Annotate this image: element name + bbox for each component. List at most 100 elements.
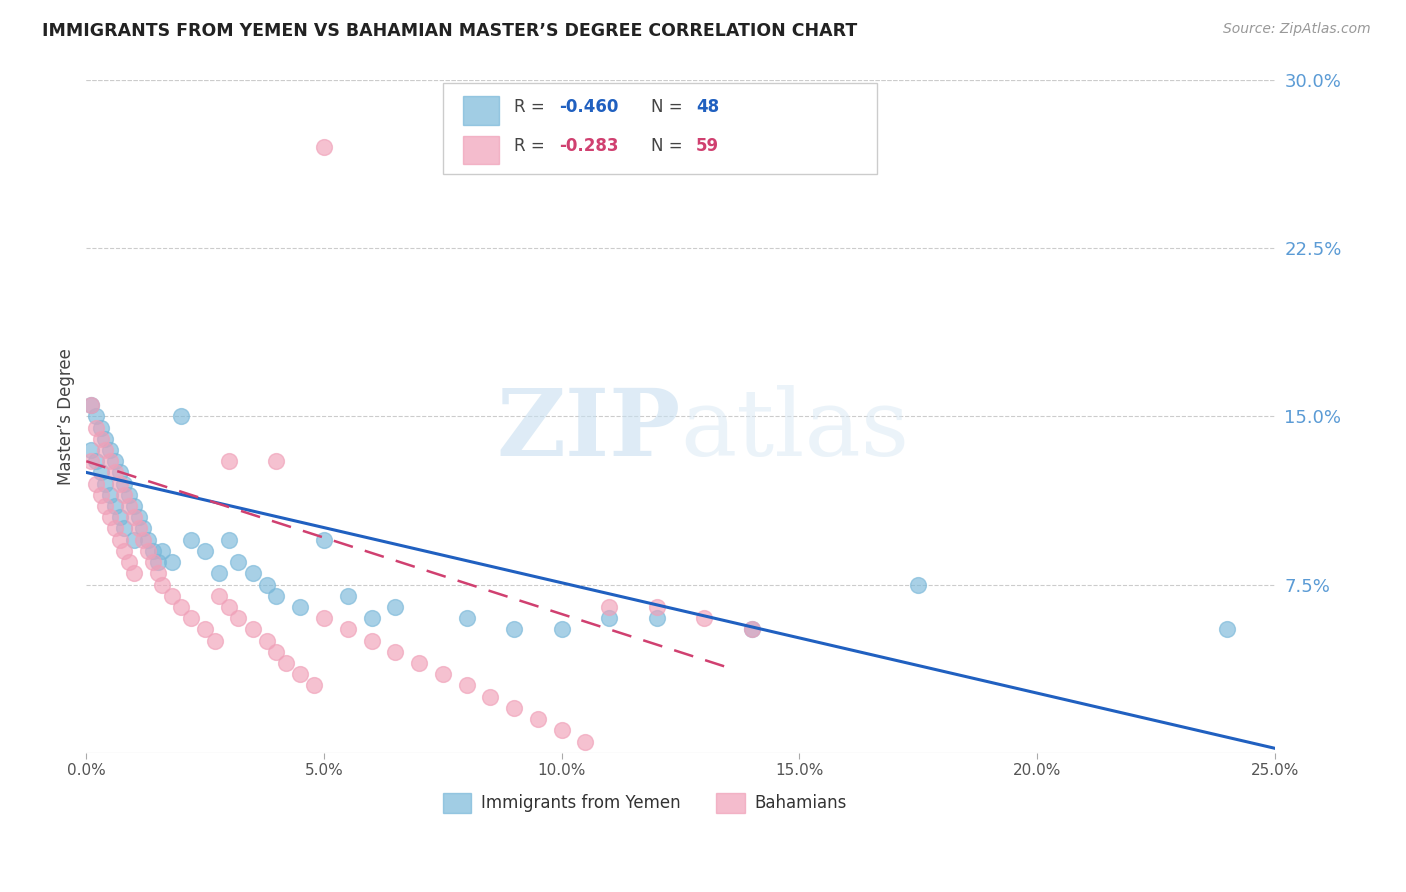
Point (208, 589, 231, 603)
Text: -0.460: -0.460 (560, 98, 619, 116)
Point (194, 623, 217, 637)
Point (108, 476, 131, 491)
Point (336, 589, 359, 603)
Point (94, 432, 117, 446)
Point (84, 454, 107, 468)
Point (104, 499, 127, 513)
Point (503, 623, 526, 637)
Point (136, 544, 159, 558)
Point (312, 533, 335, 547)
Point (160, 589, 183, 603)
Text: N =: N = (651, 98, 688, 116)
Point (432, 667, 454, 681)
Point (160, 555, 183, 569)
Point (122, 533, 145, 547)
Point (94, 442, 117, 457)
Point (142, 555, 165, 569)
Bar (463, 96, 499, 125)
Point (550, 723, 572, 738)
Point (150, 577, 173, 591)
Point (336, 623, 359, 637)
FancyBboxPatch shape (443, 83, 876, 174)
Point (122, 499, 145, 513)
Point (598, 599, 620, 614)
Text: 59: 59 (696, 137, 718, 155)
Point (256, 577, 278, 591)
Point (146, 566, 169, 581)
Point (98, 442, 121, 457)
Point (80, 398, 103, 412)
Point (456, 611, 478, 625)
Point (112, 544, 135, 558)
Point (112, 476, 135, 491)
Point (108, 466, 131, 480)
Point (122, 566, 145, 581)
Point (204, 633, 226, 648)
Point (384, 599, 406, 614)
Point (150, 544, 173, 558)
Text: IMMIGRANTS FROM YEMEN VS BAHAMIAN MASTER’S DEGREE CORRELATION CHART: IMMIGRANTS FROM YEMEN VS BAHAMIAN MASTER… (42, 22, 858, 40)
Point (242, 623, 264, 637)
Point (228, 555, 250, 569)
Point (360, 633, 382, 648)
Point (527, 712, 550, 726)
Text: atlas: atlas (681, 384, 910, 475)
Point (112, 521, 135, 535)
Point (1216, 623, 1239, 637)
Point (574, 734, 596, 748)
Point (90, 420, 112, 434)
Text: ZIP: ZIP (496, 384, 681, 475)
Point (118, 499, 141, 513)
Point (645, 611, 668, 625)
Point (80, 454, 103, 468)
Point (128, 510, 150, 524)
Point (104, 454, 127, 468)
Text: N =: N = (651, 137, 688, 155)
Point (290, 599, 312, 614)
Point (108, 533, 131, 547)
Point (479, 690, 502, 704)
Point (266, 454, 288, 468)
Text: Source: ZipAtlas.com: Source: ZipAtlas.com (1223, 22, 1371, 37)
Point (132, 521, 155, 535)
Point (266, 589, 288, 603)
Point (84, 476, 107, 491)
Y-axis label: Master’s Degree: Master’s Degree (58, 348, 75, 484)
Text: R =: R = (515, 98, 550, 116)
Point (304, 678, 326, 692)
Point (598, 611, 620, 625)
Point (503, 701, 526, 715)
Point (228, 611, 250, 625)
Bar (463, 136, 499, 164)
Point (693, 611, 716, 625)
Point (90, 466, 112, 480)
Point (108, 510, 131, 524)
Point (122, 510, 145, 524)
Point (645, 599, 668, 614)
Point (118, 488, 141, 502)
Point (312, 611, 335, 625)
Point (90, 432, 112, 446)
Point (132, 533, 155, 547)
Point (550, 623, 572, 637)
Point (94, 476, 117, 491)
Point (146, 555, 169, 569)
Point (266, 645, 288, 659)
Text: Immigrants from Yemen: Immigrants from Yemen (481, 794, 681, 813)
Point (408, 656, 430, 670)
Point (274, 656, 297, 670)
Point (360, 611, 382, 625)
Point (180, 611, 202, 625)
Point (94, 499, 117, 513)
Point (84, 420, 107, 434)
Point (907, 577, 929, 591)
Point (136, 533, 159, 547)
Point (98, 510, 121, 524)
Point (84, 409, 107, 424)
Point (180, 533, 202, 547)
Point (218, 533, 240, 547)
Point (208, 566, 231, 581)
Text: Bahamians: Bahamians (754, 794, 846, 813)
Point (98, 454, 121, 468)
Point (218, 599, 240, 614)
